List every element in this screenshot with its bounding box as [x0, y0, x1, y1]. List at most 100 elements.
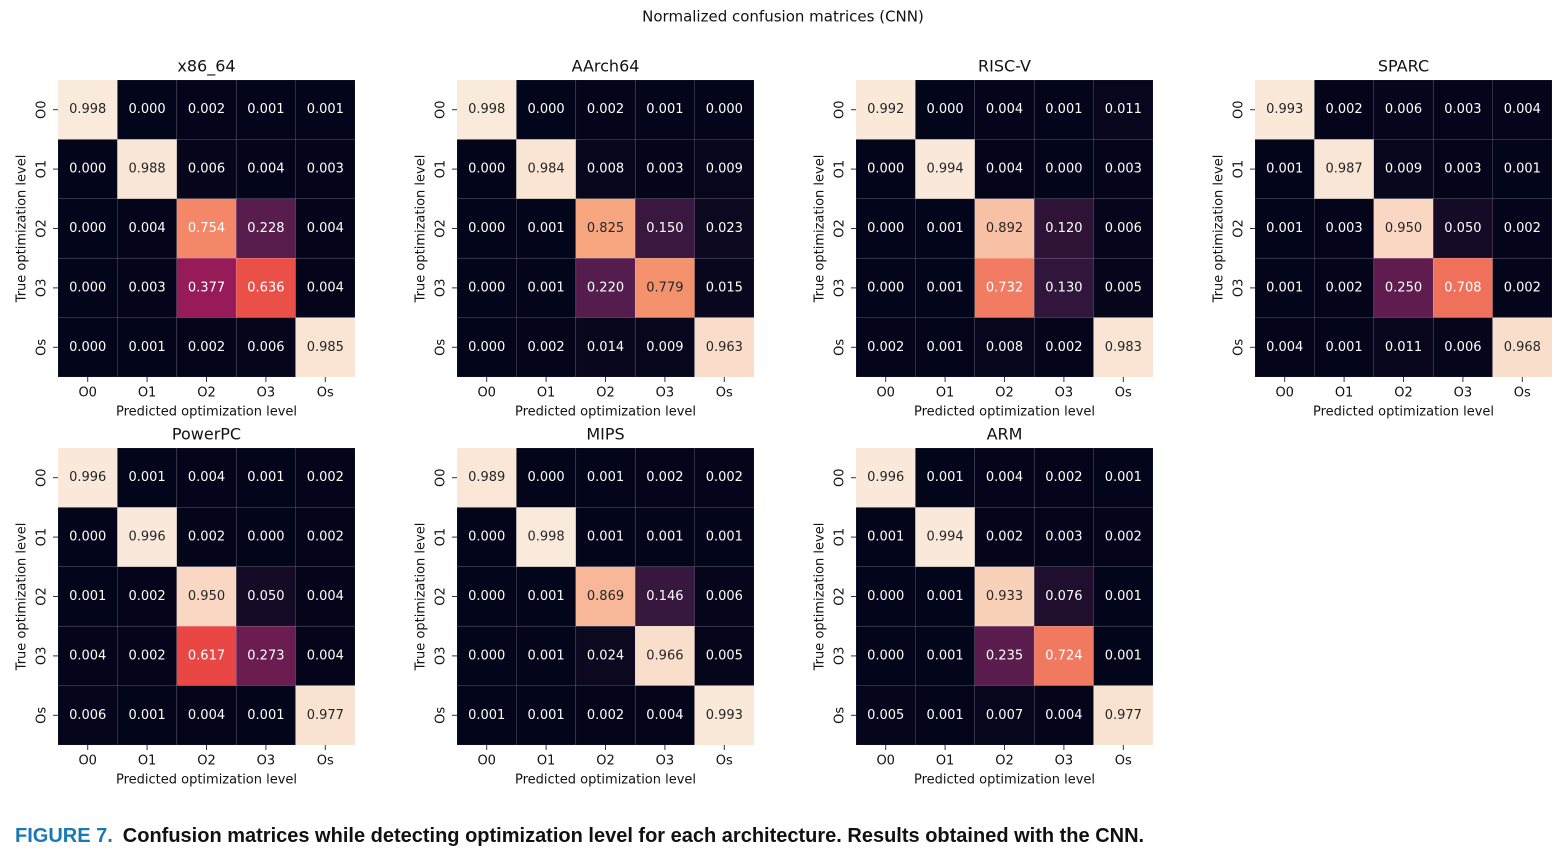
heatmap-cell [456, 685, 517, 746]
heatmap-cell [57, 447, 118, 508]
heatmap-cell [855, 79, 916, 140]
heatmap-cell [1373, 257, 1434, 318]
y-tick-label: O0 [434, 100, 449, 119]
cell-label: 0.001 [247, 470, 284, 485]
y-tick-label: Os [833, 707, 848, 724]
heatmap-cell [974, 625, 1035, 686]
cell-label: 0.000 [527, 102, 564, 117]
x-axis-label: Predicted optimization level [1313, 405, 1494, 420]
heatmap-cell [295, 79, 356, 140]
y-tick-label: O1 [434, 528, 449, 547]
cell-label: 0.998 [69, 102, 106, 117]
cell-label: 0.120 [1045, 221, 1082, 236]
cell-label: 0.004 [307, 648, 344, 663]
heatmap-cell [1093, 257, 1154, 318]
heatmap-cell [855, 198, 916, 259]
cell-label: 0.050 [247, 589, 284, 604]
heatmap-cell [57, 507, 118, 568]
heatmap-cell [1314, 257, 1375, 318]
subplot-title: PowerPC [172, 425, 241, 444]
y-axis-label: True optimization level [1212, 155, 1227, 304]
heatmap-cell [1492, 257, 1553, 318]
x-tick-label: O0 [477, 386, 496, 401]
cell-label: 0.002 [1325, 280, 1362, 295]
cell-label: 0.994 [926, 530, 963, 545]
x-tick-label: O3 [257, 386, 276, 401]
heatmap-cell [575, 625, 636, 686]
y-tick-label: O2 [1232, 219, 1247, 238]
cell-label: 0.004 [986, 102, 1023, 117]
heatmap-cell [1254, 79, 1315, 140]
x-tick-label: O1 [138, 386, 157, 401]
cell-label: 0.989 [468, 470, 505, 485]
heatmap-cell [1492, 198, 1553, 259]
cell-label: 0.000 [468, 221, 505, 236]
heatmap-cell [1314, 317, 1375, 378]
cell-label: 0.004 [307, 280, 344, 295]
cell-label: 0.130 [1045, 280, 1082, 295]
heatmap-cell [575, 566, 636, 627]
cell-label: 0.993 [706, 708, 743, 723]
cell-label: 0.000 [468, 340, 505, 355]
cell-label: 0.001 [867, 530, 904, 545]
cell-label: 0.003 [1444, 102, 1481, 117]
cell-label: 0.001 [926, 708, 963, 723]
x-tick-label: O3 [257, 754, 276, 769]
heatmap-cell [117, 317, 178, 378]
cell-label: 0.000 [867, 280, 904, 295]
cell-label: 0.950 [188, 589, 225, 604]
cell-label: 0.950 [1385, 221, 1422, 236]
cell-label: 0.009 [706, 162, 743, 177]
heatmap-cell [235, 257, 296, 318]
x-tick-label: O1 [138, 754, 157, 769]
cell-label: 0.001 [247, 708, 284, 723]
cell-label: 0.001 [1325, 340, 1362, 355]
cell-label: 0.977 [307, 708, 344, 723]
cell-label: 0.001 [1105, 648, 1142, 663]
heatmap-cell [1373, 79, 1434, 140]
heatmap-cell [1314, 139, 1375, 200]
heatmap-cell [117, 198, 178, 259]
cell-label: 0.011 [1105, 102, 1142, 117]
cell-label: 0.000 [1045, 162, 1082, 177]
heatmap-cell [117, 257, 178, 318]
x-tick-label: O3 [656, 754, 675, 769]
heatmap-cell [634, 625, 695, 686]
cell-label: 0.001 [1504, 162, 1541, 177]
y-tick-label: O2 [35, 219, 50, 238]
heatmap-cell [634, 198, 695, 259]
x-axis-label: Predicted optimization level [116, 773, 297, 788]
cell-label: 0.983 [1105, 340, 1142, 355]
cell-label: 0.000 [69, 280, 106, 295]
cell-label: 0.004 [986, 162, 1023, 177]
cell-label: 0.004 [646, 708, 683, 723]
x-tick-label: O0 [477, 754, 496, 769]
heatmap-cell [634, 139, 695, 200]
x-tick-label: O1 [537, 754, 556, 769]
x-tick-label: O0 [78, 754, 97, 769]
cell-label: 0.250 [1385, 280, 1422, 295]
heatmap-cell [235, 685, 296, 746]
heatmap-cell [456, 447, 517, 508]
cell-label: 0.001 [926, 280, 963, 295]
heatmap-cell [915, 257, 976, 318]
cell-label: 0.000 [468, 648, 505, 663]
heatmap-cell [456, 507, 517, 568]
heatmap-cell [295, 507, 356, 568]
cell-label: 0.000 [867, 589, 904, 604]
cell-label: 0.002 [188, 530, 225, 545]
x-tick-label: O2 [995, 754, 1014, 769]
heatmap-cell [235, 79, 296, 140]
heatmap-cell [855, 317, 916, 378]
cell-label: 0.001 [247, 102, 284, 117]
subplot-title: x86_64 [177, 57, 235, 77]
cell-label: 0.001 [646, 530, 683, 545]
x-tick-label: O3 [656, 386, 675, 401]
cell-label: 0.732 [986, 280, 1023, 295]
cell-label: 0.000 [468, 162, 505, 177]
x-tick-label: O1 [936, 754, 955, 769]
cell-label: 0.002 [1504, 280, 1541, 295]
cell-label: 0.992 [867, 102, 904, 117]
x-axis-label: Predicted optimization level [515, 773, 696, 788]
heatmap-cell [575, 139, 636, 200]
